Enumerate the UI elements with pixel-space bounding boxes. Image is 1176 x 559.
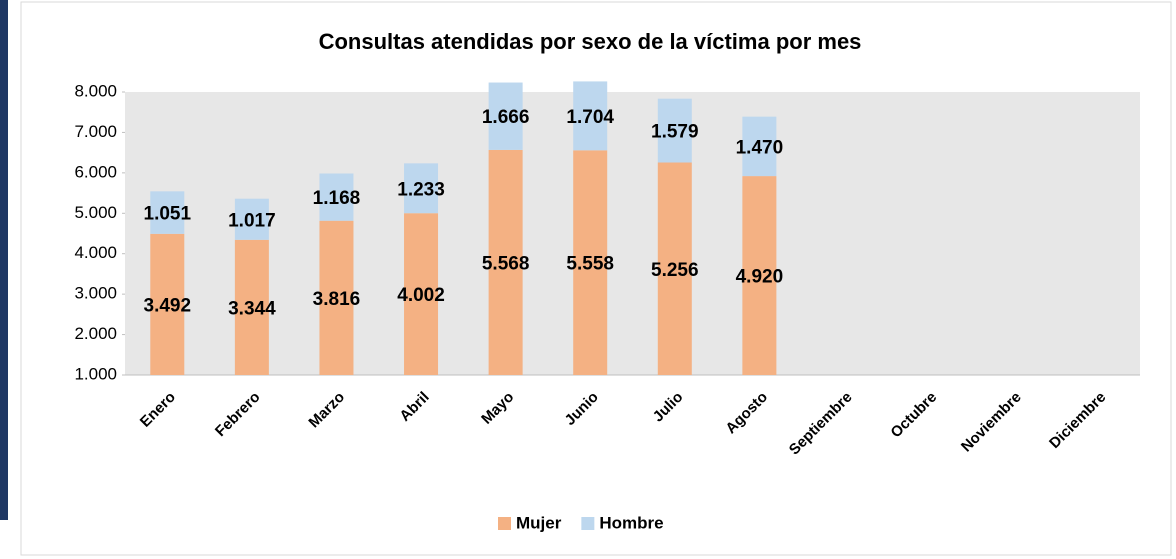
bar-segment: [234, 198, 269, 240]
side-bar: [0, 0, 8, 520]
chart-title: Consultas atendidas por sexo de la vícti…: [319, 29, 862, 54]
value-label: 5.558: [566, 254, 614, 275]
plot-area: [125, 92, 1140, 375]
y-tick-label: 7.000: [74, 122, 117, 141]
value-label: 1.704: [566, 107, 614, 128]
value-label: 3.816: [313, 289, 361, 310]
y-tick-label: 3.000: [74, 284, 117, 303]
bar-segment: [319, 173, 354, 221]
bar-segment: [657, 162, 692, 375]
value-label: 1.051: [144, 204, 192, 225]
bar-segment: [742, 176, 777, 375]
y-tick-label: 1.000: [74, 364, 117, 383]
legend-label: Hombre: [599, 513, 663, 532]
value-label: 3.492: [144, 295, 192, 316]
bar-segment: [150, 191, 185, 234]
y-tick-label: 8.000: [74, 81, 117, 100]
value-label: 1.168: [313, 188, 361, 209]
value-label: 1.017: [228, 210, 276, 231]
legend-swatch: [581, 517, 595, 530]
y-tick-label: 4.000: [74, 243, 117, 262]
value-label: 5.568: [482, 253, 530, 274]
value-label: 3.344: [228, 298, 276, 319]
bar-segment: [488, 82, 523, 150]
value-label: 5.256: [651, 260, 699, 281]
bar-segment: [150, 233, 185, 375]
legend-swatch: [498, 517, 511, 530]
bar-segment: [404, 163, 439, 214]
value-label: 1.666: [482, 107, 530, 128]
value-label: 1.579: [651, 122, 699, 143]
legend-label: Mujer: [516, 513, 562, 532]
bar-segment: [319, 220, 354, 375]
bar-segment: [488, 149, 523, 375]
bar-segment: [742, 116, 777, 177]
bar-segment: [657, 98, 692, 163]
value-label: 1.233: [397, 179, 445, 200]
value-label: 1.470: [736, 137, 784, 158]
value-label: 4.920: [736, 267, 784, 288]
bar-segment: [573, 81, 608, 151]
bar-segment: [404, 213, 439, 375]
bar-segment: [234, 239, 269, 375]
value-label: 4.002: [397, 285, 445, 306]
bar-segment: [573, 150, 608, 375]
y-tick-label: 6.000: [74, 162, 117, 181]
y-tick-label: 2.000: [74, 324, 117, 343]
y-tick-label: 5.000: [74, 203, 117, 222]
